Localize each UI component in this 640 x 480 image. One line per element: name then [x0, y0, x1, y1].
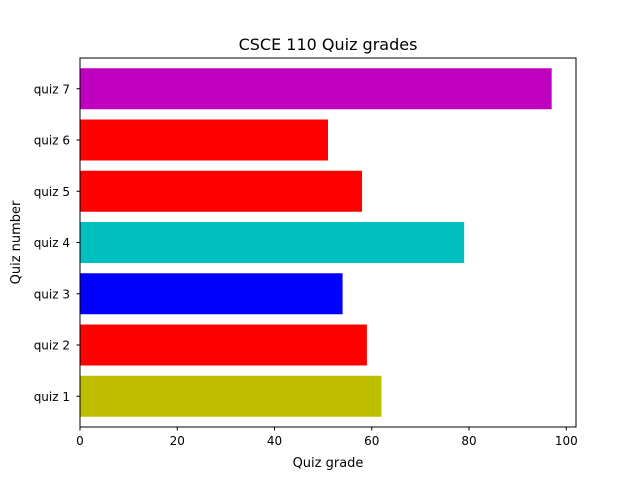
bar-quiz-4 — [80, 222, 465, 263]
ticks-layer: quiz 1 quiz 2 quiz 3 quiz 4 quiz 5 quiz 6 quiz… — [34, 82, 578, 448]
y-tick-label: quiz 1 — [34, 390, 70, 404]
chart-title: CSCE 110 Quiz grades — [239, 35, 418, 54]
y-tick-label: quiz 2 — [34, 339, 70, 353]
x-tick-label: 100 — [555, 434, 578, 448]
x-tick-label: 20 — [170, 434, 185, 448]
y-tick-label: quiz 7 — [34, 82, 70, 96]
bars-layer — [80, 68, 552, 417]
x-axis-label: Quiz grade — [293, 456, 364, 471]
bar-quiz-7 — [80, 68, 552, 110]
bar-quiz-5 — [80, 170, 363, 212]
x-tick-label: 0 — [76, 434, 84, 448]
y-axis-label: Quiz number — [9, 200, 24, 284]
x-tick-label: 80 — [461, 434, 476, 448]
y-tick-label: quiz 5 — [34, 185, 70, 199]
bar-quiz-6 — [80, 119, 328, 161]
y-tick-label: quiz 6 — [34, 134, 70, 148]
bar-quiz-1 — [80, 375, 382, 417]
x-tick-label: 60 — [364, 434, 379, 448]
bar-quiz-2 — [80, 324, 367, 366]
bar-quiz-3 — [80, 273, 343, 315]
plot-frame — [79, 57, 577, 428]
y-tick-label: quiz 4 — [34, 236, 70, 250]
y-tick-label: quiz 3 — [34, 287, 70, 301]
x-tick-label: 40 — [267, 434, 282, 448]
